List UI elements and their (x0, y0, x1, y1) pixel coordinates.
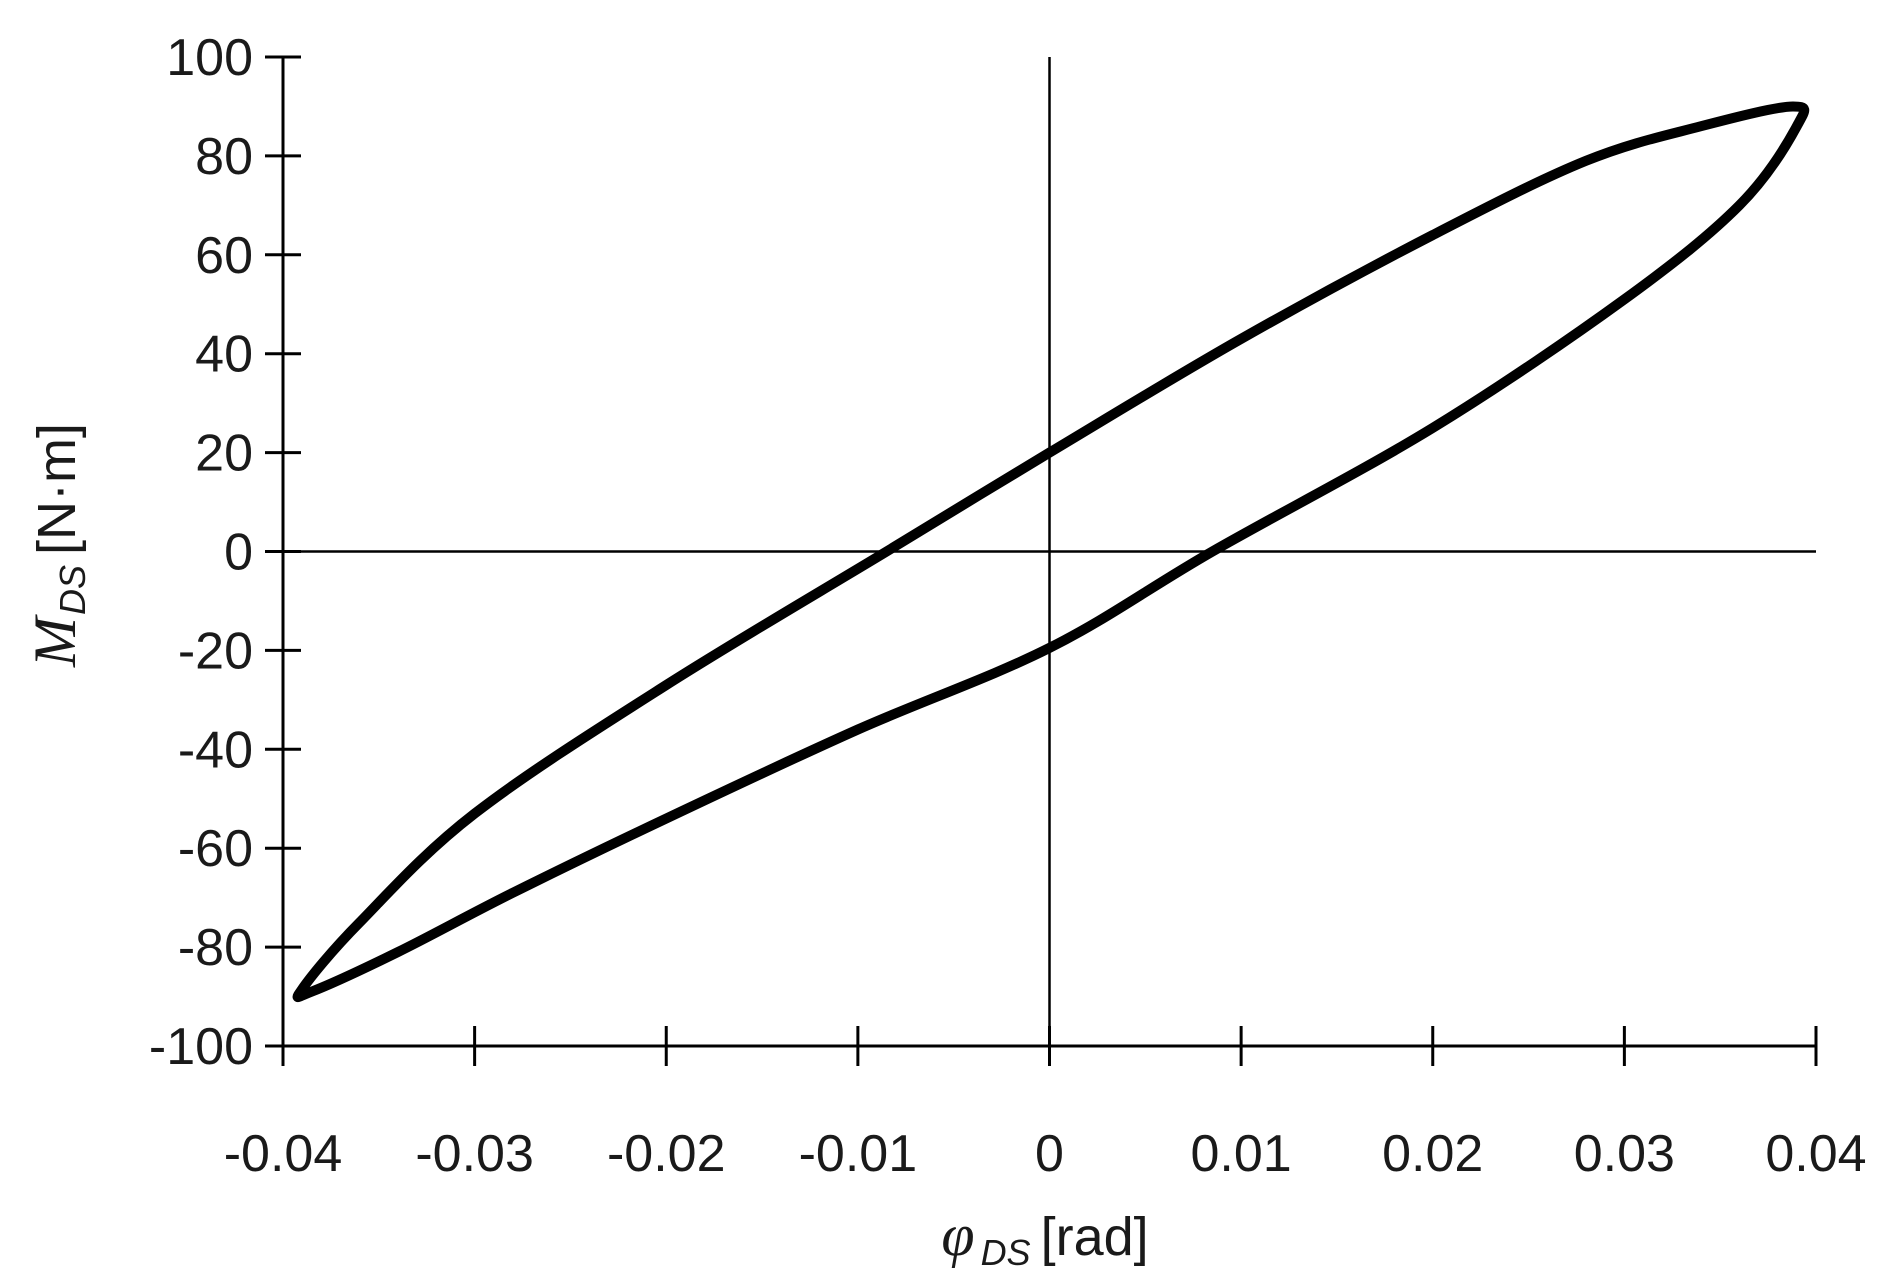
y-tick-label: 100 (166, 29, 253, 87)
x-axis-subscript: DS (981, 1232, 1031, 1273)
x-tick-label: 0.01 (1191, 1125, 1292, 1183)
x-tick-label: -0.03 (415, 1125, 534, 1183)
y-tick-label: -80 (178, 919, 253, 977)
y-tick-label: -20 (178, 622, 253, 680)
ticks (265, 55, 1818, 1066)
x-tick-label: -0.02 (607, 1125, 726, 1183)
y-tick-label: 20 (195, 425, 253, 483)
x-tick-label: 0.03 (1574, 1125, 1675, 1183)
x-tick-label: 0.04 (1765, 1125, 1866, 1183)
y-tick-label: 60 (195, 227, 253, 285)
y-tick-label: 0 (224, 524, 253, 582)
x-tick-label: -0.04 (224, 1125, 343, 1183)
hysteresis-loop (292, 101, 1810, 1003)
x-tick-label: 0 (1035, 1125, 1064, 1183)
y-tick-label: -40 (178, 721, 253, 779)
x-axis-unit: [rad] (1041, 1207, 1149, 1267)
x-tick-label: -0.01 (799, 1125, 918, 1183)
y-tick-label: -100 (149, 1018, 253, 1076)
y-tick-label: -60 (178, 820, 253, 878)
series (292, 101, 1810, 1003)
y-axis-subscript: DS (52, 565, 93, 615)
x-tick-label: 0.02 (1382, 1125, 1483, 1183)
tick-labels: 100 80 60 40 20 0 -20 -40 -60 -80 -100 -0.04 -0.03 -0… (149, 29, 1867, 1183)
y-axis-symbol: M (22, 614, 88, 668)
y-tick-label: 40 (195, 326, 253, 384)
x-axis-symbol: φ (941, 1202, 974, 1268)
y-tick-label: 80 (195, 128, 253, 186)
y-axis-unit: [N·m] (27, 423, 87, 555)
y-axis-title: MDS [N·m] (22, 423, 93, 668)
x-axis-title: φ DS [rad] (941, 1202, 1148, 1273)
